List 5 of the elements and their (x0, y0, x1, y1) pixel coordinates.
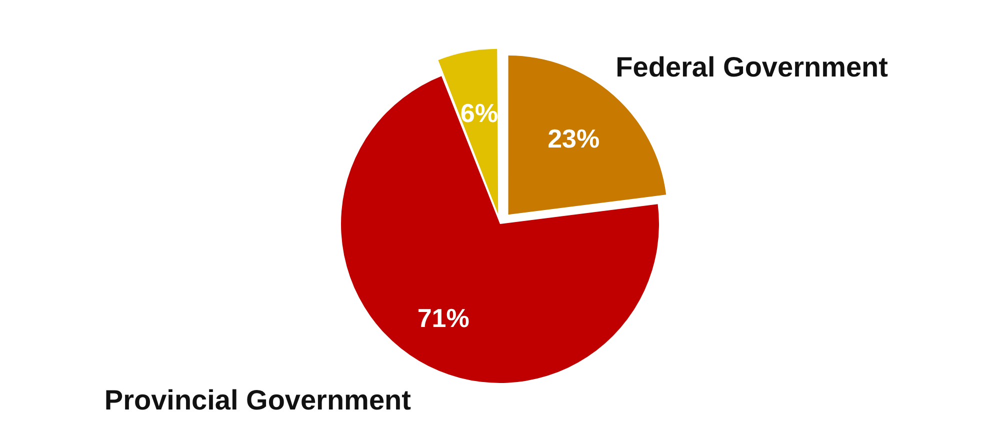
slice-label: Federal Government (616, 52, 888, 83)
data-label: 71% (417, 302, 470, 333)
data-label: 23% (548, 124, 600, 154)
data-label: 6% (460, 98, 498, 128)
slice-label: Provincial Government (104, 384, 411, 416)
